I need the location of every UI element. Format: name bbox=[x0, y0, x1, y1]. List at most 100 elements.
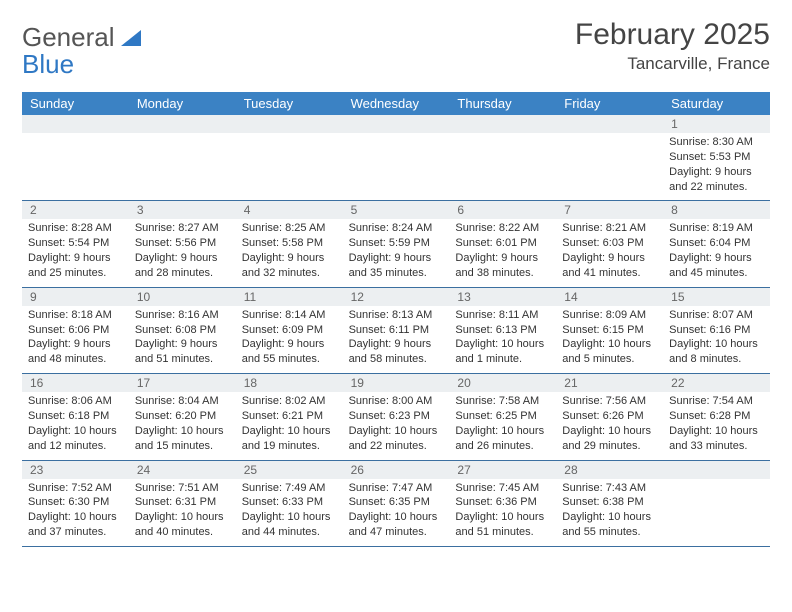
day-info: Sunrise: 8:19 AMSunset: 6:04 PMDaylight:… bbox=[663, 219, 770, 286]
day-number: 26 bbox=[343, 461, 450, 479]
daylight-text: Daylight: 10 hours and 8 minutes. bbox=[669, 337, 764, 367]
sunrise-text: Sunrise: 8:04 AM bbox=[135, 394, 230, 409]
day-info: Sunrise: 7:51 AMSunset: 6:31 PMDaylight:… bbox=[129, 479, 236, 546]
sunrise-text: Sunrise: 8:24 AM bbox=[349, 221, 444, 236]
daylight-text: Daylight: 9 hours and 55 minutes. bbox=[242, 337, 337, 367]
day-info: Sunrise: 8:28 AMSunset: 5:54 PMDaylight:… bbox=[22, 219, 129, 286]
sunrise-text: Sunrise: 8:11 AM bbox=[455, 308, 550, 323]
day-number: 17 bbox=[129, 374, 236, 392]
sunrise-text: Sunrise: 8:09 AM bbox=[562, 308, 657, 323]
day-number: 13 bbox=[449, 288, 556, 306]
page-header: General Blue February 2025 Tancarville, … bbox=[22, 18, 770, 78]
day-header: Monday bbox=[129, 92, 236, 115]
logo-text: General Blue bbox=[22, 24, 141, 78]
sunrise-text: Sunrise: 8:16 AM bbox=[135, 308, 230, 323]
sunrise-text: Sunrise: 8:00 AM bbox=[349, 394, 444, 409]
week-wrap: 2345678Sunrise: 8:28 AMSunset: 5:54 PMDa… bbox=[22, 201, 770, 287]
sunrise-text: Sunrise: 8:21 AM bbox=[562, 221, 657, 236]
day-info bbox=[663, 479, 770, 546]
daylight-text: Daylight: 10 hours and 51 minutes. bbox=[455, 510, 550, 540]
sunset-text: Sunset: 6:38 PM bbox=[562, 495, 657, 510]
daylight-text: Daylight: 9 hours and 22 minutes. bbox=[669, 165, 764, 195]
daynum-row: 1 bbox=[22, 115, 770, 133]
sunrise-text: Sunrise: 8:19 AM bbox=[669, 221, 764, 236]
day-number bbox=[129, 115, 236, 133]
day-number: 25 bbox=[236, 461, 343, 479]
day-info: Sunrise: 7:43 AMSunset: 6:38 PMDaylight:… bbox=[556, 479, 663, 546]
daylight-text: Daylight: 10 hours and 15 minutes. bbox=[135, 424, 230, 454]
logo: General Blue bbox=[22, 18, 141, 78]
calendar: Sunday Monday Tuesday Wednesday Thursday… bbox=[22, 92, 770, 547]
day-number: 10 bbox=[129, 288, 236, 306]
daylight-text: Daylight: 10 hours and 29 minutes. bbox=[562, 424, 657, 454]
daylight-text: Daylight: 10 hours and 55 minutes. bbox=[562, 510, 657, 540]
daylight-text: Daylight: 9 hours and 25 minutes. bbox=[28, 251, 123, 281]
day-info bbox=[449, 133, 556, 200]
day-number: 1 bbox=[663, 115, 770, 133]
day-number: 2 bbox=[22, 201, 129, 219]
daylight-text: Daylight: 10 hours and 44 minutes. bbox=[242, 510, 337, 540]
day-header: Friday bbox=[556, 92, 663, 115]
sunrise-text: Sunrise: 7:52 AM bbox=[28, 481, 123, 496]
day-info: Sunrise: 8:24 AMSunset: 5:59 PMDaylight:… bbox=[343, 219, 450, 286]
day-number: 3 bbox=[129, 201, 236, 219]
logo-triangle-icon bbox=[121, 30, 141, 46]
daylight-text: Daylight: 10 hours and 22 minutes. bbox=[349, 424, 444, 454]
week-wrap: 16171819202122Sunrise: 8:06 AMSunset: 6:… bbox=[22, 374, 770, 460]
sunrise-text: Sunrise: 8:18 AM bbox=[28, 308, 123, 323]
sunrise-text: Sunrise: 8:06 AM bbox=[28, 394, 123, 409]
sunset-text: Sunset: 6:21 PM bbox=[242, 409, 337, 424]
daylight-text: Daylight: 9 hours and 51 minutes. bbox=[135, 337, 230, 367]
title-block: February 2025 Tancarville, France bbox=[575, 18, 770, 74]
day-info: Sunrise: 8:13 AMSunset: 6:11 PMDaylight:… bbox=[343, 306, 450, 373]
sunrise-text: Sunrise: 7:51 AM bbox=[135, 481, 230, 496]
sunset-text: Sunset: 6:03 PM bbox=[562, 236, 657, 251]
day-header: Wednesday bbox=[343, 92, 450, 115]
logo-word2: Blue bbox=[22, 49, 74, 79]
sunset-text: Sunset: 6:11 PM bbox=[349, 323, 444, 338]
day-headers-row: Sunday Monday Tuesday Wednesday Thursday… bbox=[22, 92, 770, 115]
sunset-text: Sunset: 5:54 PM bbox=[28, 236, 123, 251]
day-number: 23 bbox=[22, 461, 129, 479]
day-number: 15 bbox=[663, 288, 770, 306]
week-body-row: Sunrise: 8:28 AMSunset: 5:54 PMDaylight:… bbox=[22, 219, 770, 286]
sunrise-text: Sunrise: 8:02 AM bbox=[242, 394, 337, 409]
daylight-text: Daylight: 9 hours and 32 minutes. bbox=[242, 251, 337, 281]
sunset-text: Sunset: 5:53 PM bbox=[669, 150, 764, 165]
sunrise-text: Sunrise: 7:43 AM bbox=[562, 481, 657, 496]
daylight-text: Daylight: 9 hours and 38 minutes. bbox=[455, 251, 550, 281]
day-info: Sunrise: 7:56 AMSunset: 6:26 PMDaylight:… bbox=[556, 392, 663, 459]
sunset-text: Sunset: 6:16 PM bbox=[669, 323, 764, 338]
day-info: Sunrise: 8:04 AMSunset: 6:20 PMDaylight:… bbox=[129, 392, 236, 459]
sunrise-text: Sunrise: 7:54 AM bbox=[669, 394, 764, 409]
weeks-container: 1Sunrise: 8:30 AMSunset: 5:53 PMDaylight… bbox=[22, 115, 770, 547]
sunrise-text: Sunrise: 7:49 AM bbox=[242, 481, 337, 496]
daylight-text: Daylight: 10 hours and 33 minutes. bbox=[669, 424, 764, 454]
day-number: 4 bbox=[236, 201, 343, 219]
sunset-text: Sunset: 6:36 PM bbox=[455, 495, 550, 510]
day-number: 24 bbox=[129, 461, 236, 479]
daylight-text: Daylight: 10 hours and 19 minutes. bbox=[242, 424, 337, 454]
day-number: 20 bbox=[449, 374, 556, 392]
daylight-text: Daylight: 9 hours and 48 minutes. bbox=[28, 337, 123, 367]
daylight-text: Daylight: 10 hours and 40 minutes. bbox=[135, 510, 230, 540]
day-info: Sunrise: 8:00 AMSunset: 6:23 PMDaylight:… bbox=[343, 392, 450, 459]
day-info: Sunrise: 8:25 AMSunset: 5:58 PMDaylight:… bbox=[236, 219, 343, 286]
sunrise-text: Sunrise: 8:27 AM bbox=[135, 221, 230, 236]
day-number bbox=[663, 461, 770, 479]
day-number: 16 bbox=[22, 374, 129, 392]
sunrise-text: Sunrise: 8:28 AM bbox=[28, 221, 123, 236]
day-header: Sunday bbox=[22, 92, 129, 115]
day-number: 11 bbox=[236, 288, 343, 306]
day-number bbox=[449, 115, 556, 133]
week-body-row: Sunrise: 7:52 AMSunset: 6:30 PM Daylight:… bbox=[22, 479, 770, 546]
day-number: 8 bbox=[663, 201, 770, 219]
day-info bbox=[22, 133, 129, 200]
sunrise-text: Sunrise: 7:58 AM bbox=[455, 394, 550, 409]
daynum-row: 9101112131415 bbox=[22, 288, 770, 306]
day-number bbox=[343, 115, 450, 133]
sunset-text: Sunset: 6:30 PM bbox=[28, 495, 123, 510]
day-info: Sunrise: 7:49 AMSunset: 6:33 PMDaylight:… bbox=[236, 479, 343, 546]
day-info: Sunrise: 8:02 AMSunset: 6:21 PMDaylight:… bbox=[236, 392, 343, 459]
month-title: February 2025 bbox=[575, 18, 770, 52]
